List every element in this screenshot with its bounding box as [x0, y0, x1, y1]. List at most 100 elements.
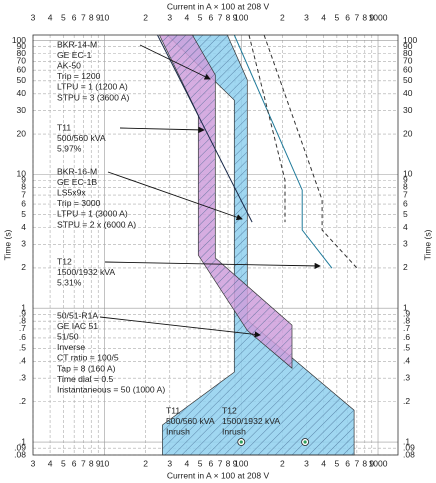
x-tick-label-top: 3: [304, 12, 309, 22]
annotation-line: T11: [166, 405, 180, 415]
annotation-line: GE IAC 51: [57, 321, 98, 331]
x-tick-label-bottom: 7: [218, 458, 223, 468]
y-tick-label-right: .8: [403, 315, 410, 325]
annotation-line: Inrush: [166, 426, 190, 436]
annotation-line: CT ratio = 100/5: [57, 353, 119, 363]
x-tick-label-bottom: 5: [334, 458, 339, 468]
annotation-line: GE EC-1B: [57, 177, 97, 187]
y-tick-label-right: .3: [403, 372, 410, 382]
x-tick-label-bottom: 2: [280, 458, 285, 468]
y-tick-label-right: 20: [403, 128, 413, 138]
x-tick-label-bottom: 9: [233, 458, 238, 468]
annotation-line: LS5x9x: [57, 187, 86, 197]
marker: [303, 440, 307, 444]
x-tick-label-top: 9: [96, 12, 101, 22]
annotation-line: Inrush: [222, 426, 246, 436]
annotation-line: 1500/1932 kVA: [57, 267, 115, 277]
y-tick-label-right: .7: [403, 323, 410, 333]
y-tick-label-right: .4: [403, 356, 410, 366]
x-tick-label-bottom: 1000: [369, 458, 388, 468]
x-tick-label-top: 5: [198, 12, 203, 22]
x-tick-label-top: 9: [233, 12, 238, 22]
y-tick-label-right: 2: [403, 262, 408, 272]
x-axis-title-top: Current in A × 100 at 208 V: [167, 1, 270, 11]
x-tick-label-bottom: 4: [48, 458, 53, 468]
x-tick-label-top: 100: [234, 12, 248, 22]
y-tick-label-left: 80: [17, 48, 27, 58]
y-tick-label-right: .1: [403, 436, 410, 446]
y-tick-label-left: 100: [12, 35, 26, 45]
x-tick-label-bottom: 6: [345, 458, 350, 468]
curve: [263, 34, 358, 269]
y-tick-label-right: 80: [403, 48, 413, 58]
y-tick-label-right: .08: [403, 449, 415, 459]
x-tick-label-top: 3: [167, 12, 172, 22]
annotation-line: Inverse: [57, 342, 85, 352]
y-tick-label-right: .9: [403, 309, 410, 319]
x-tick-label-bottom: 2: [143, 458, 148, 468]
arrow: [104, 261, 321, 270]
x-tick-label-bottom: 3: [167, 458, 172, 468]
y-axis-title-left: Time (s): [2, 229, 12, 260]
y-tick-label-left: 70: [17, 56, 27, 66]
y-tick-label-left: 60: [17, 64, 27, 74]
y-tick-label-right: .5: [403, 343, 410, 353]
y-tick-label-right: 50: [403, 75, 413, 85]
y-tick-label-right: 8: [403, 182, 408, 192]
y-tick-label-right: 7: [403, 189, 408, 199]
y-tick-label-left: 90: [17, 41, 27, 51]
y-tick-label-left: .09: [14, 442, 26, 452]
y-tick-label-left: 6: [21, 198, 26, 208]
y-tick-label-left: 5: [21, 209, 26, 219]
y-tick-label-left: .1: [19, 436, 26, 446]
x-tick-label-bottom: 10: [100, 458, 110, 468]
plot-frame: [32, 34, 399, 456]
y-tick-label-left: .3: [19, 372, 26, 382]
x-tick-label-top: 2: [143, 12, 148, 22]
x-tick-label-top: 1000: [369, 12, 388, 22]
x-tick-label-top: 8: [226, 12, 231, 22]
annotation-line: Trip = 1200: [57, 71, 101, 81]
annotation-line: T12: [57, 256, 72, 266]
y-tick-label-left: .8: [19, 315, 26, 325]
y-tick-label-right: 5: [403, 209, 408, 219]
x-tick-label-bottom: 4: [321, 458, 326, 468]
y-tick-label-right: .2: [403, 396, 410, 406]
annotation-line: 500/560 kVA: [57, 133, 106, 143]
annotation-line: STPU = 2 x (6000 A): [57, 219, 136, 229]
x-tick-label-top: 6: [72, 12, 77, 22]
x-tick-label-bottom: 6: [209, 458, 214, 468]
x-tick-label-bottom: 9: [96, 458, 101, 468]
x-tick-label-top: 6: [345, 12, 350, 22]
x-tick-label-bottom: 7: [354, 458, 359, 468]
y-tick-label-right: 6: [403, 198, 408, 208]
x-tick-label-top: 8: [89, 12, 94, 22]
x-tick-label-bottom: 8: [89, 458, 94, 468]
y-tick-label-left: .2: [19, 396, 26, 406]
annotation-line: AK-50: [57, 60, 81, 70]
x-tick-label-bottom: 7: [81, 458, 86, 468]
y-tick-label-left: .7: [19, 323, 26, 333]
y-tick-label-right: 90: [403, 41, 413, 51]
annotation-line: Time dial = 0.5: [57, 374, 114, 384]
annotation-line: 1500/1932 kVA: [222, 416, 280, 426]
annotation-line: BKR-16-M: [57, 166, 97, 176]
y-tick-label-right: 60: [403, 64, 413, 74]
x-tick-label-bottom: 5: [198, 458, 203, 468]
y-tick-label-left: 8: [21, 182, 26, 192]
x-tick-label-top: 4: [321, 12, 326, 22]
annotation-line: GE EC-1: [57, 50, 92, 60]
marker: [239, 440, 243, 444]
y-tick-label-right: 10: [403, 169, 413, 179]
y-tick-label-left: 40: [17, 88, 27, 98]
y-tick-label-right: 70: [403, 56, 413, 66]
y-tick-label-right: 40: [403, 88, 413, 98]
band-hatch: [162, 35, 355, 455]
x-tick-label-top: 3: [31, 12, 36, 22]
annotation-line: Trip = 3000: [57, 198, 101, 208]
y-tick-label-left: 10: [17, 169, 27, 179]
y-tick-label-right: 30: [403, 105, 413, 115]
y-tick-label-left: .6: [19, 332, 26, 342]
x-tick-label-top: 8: [362, 12, 367, 22]
x-tick-label-top: 2: [280, 12, 285, 22]
